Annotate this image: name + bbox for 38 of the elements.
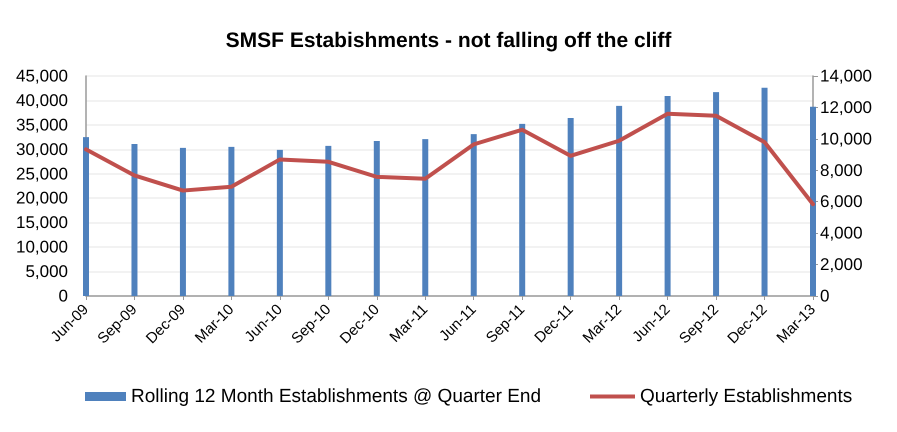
legend-label: Quarterly Establishments — [640, 386, 852, 407]
legend-label: Rolling 12 Month Establishments @ Quarter End — [131, 386, 542, 407]
line-series — [84, 112, 815, 206]
y-tick-label: 20,000 — [16, 188, 68, 208]
y2-tick-label: 4,000 — [820, 224, 863, 243]
y-tick-label: 15,000 — [16, 213, 68, 232]
bar — [519, 124, 526, 296]
y2-tick-label: 8,000 — [820, 160, 863, 180]
y-tick-label: 30,000 — [16, 140, 68, 159]
bar — [422, 139, 428, 296]
bar — [568, 118, 574, 296]
bar — [180, 148, 186, 296]
bar — [374, 141, 380, 296]
chart-title: SMSF Estabishments - not falling off the cliff — [226, 29, 672, 52]
bar — [228, 146, 234, 296]
bar — [616, 106, 622, 296]
bar — [470, 134, 477, 296]
bar — [810, 106, 816, 296]
bar — [131, 144, 138, 296]
y2-tick-label: 2,000 — [820, 255, 863, 274]
bar — [325, 146, 332, 296]
y2-tick-label: 12,000 — [820, 98, 872, 117]
y2-tick-label: 14,000 — [820, 66, 872, 86]
y-tick-label: 0 — [58, 286, 68, 306]
y-tick-label: 5,000 — [25, 262, 68, 282]
y2-tick-label: 6,000 — [820, 192, 863, 212]
y-tick-label: 25,000 — [16, 164, 68, 184]
y-tick-label: 40,000 — [16, 90, 68, 110]
y2-tick-label: 10,000 — [820, 129, 872, 148]
y2-tick-label: 0 — [820, 286, 830, 306]
y-tick-label: 10,000 — [16, 238, 68, 257]
y-tick-label: 45,000 — [16, 66, 68, 86]
bar — [276, 150, 283, 296]
bar — [664, 96, 671, 296]
y-tick-label: 35,000 — [16, 115, 68, 134]
bar — [762, 88, 768, 296]
bar — [713, 92, 720, 296]
bar — [83, 137, 89, 296]
